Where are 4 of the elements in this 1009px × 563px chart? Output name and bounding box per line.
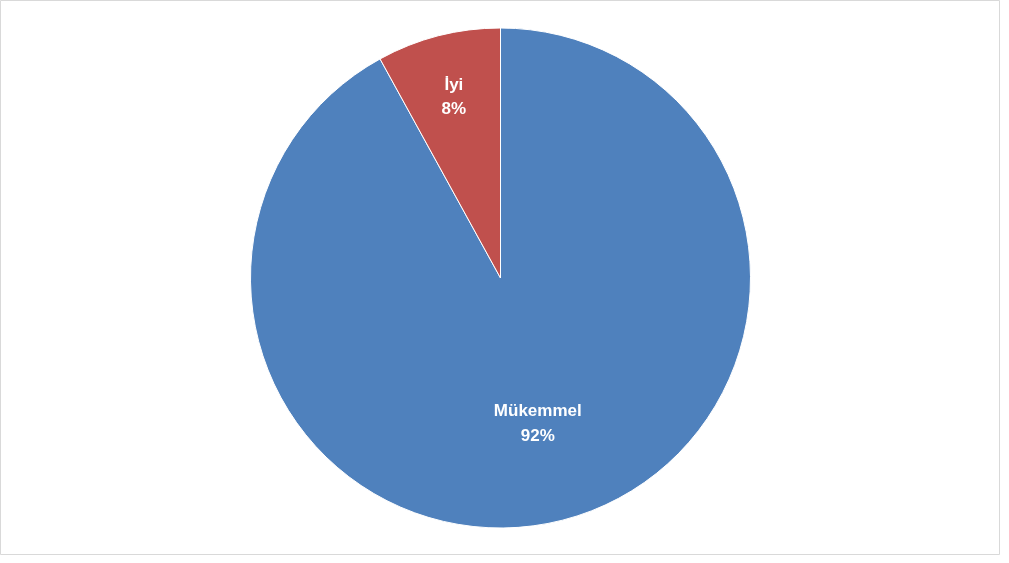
slice-label: İyi <box>444 74 464 94</box>
data-label: 8% <box>441 99 467 119</box>
slice-label: Mükemmel <box>493 401 582 421</box>
data-label: 92% <box>520 425 555 445</box>
